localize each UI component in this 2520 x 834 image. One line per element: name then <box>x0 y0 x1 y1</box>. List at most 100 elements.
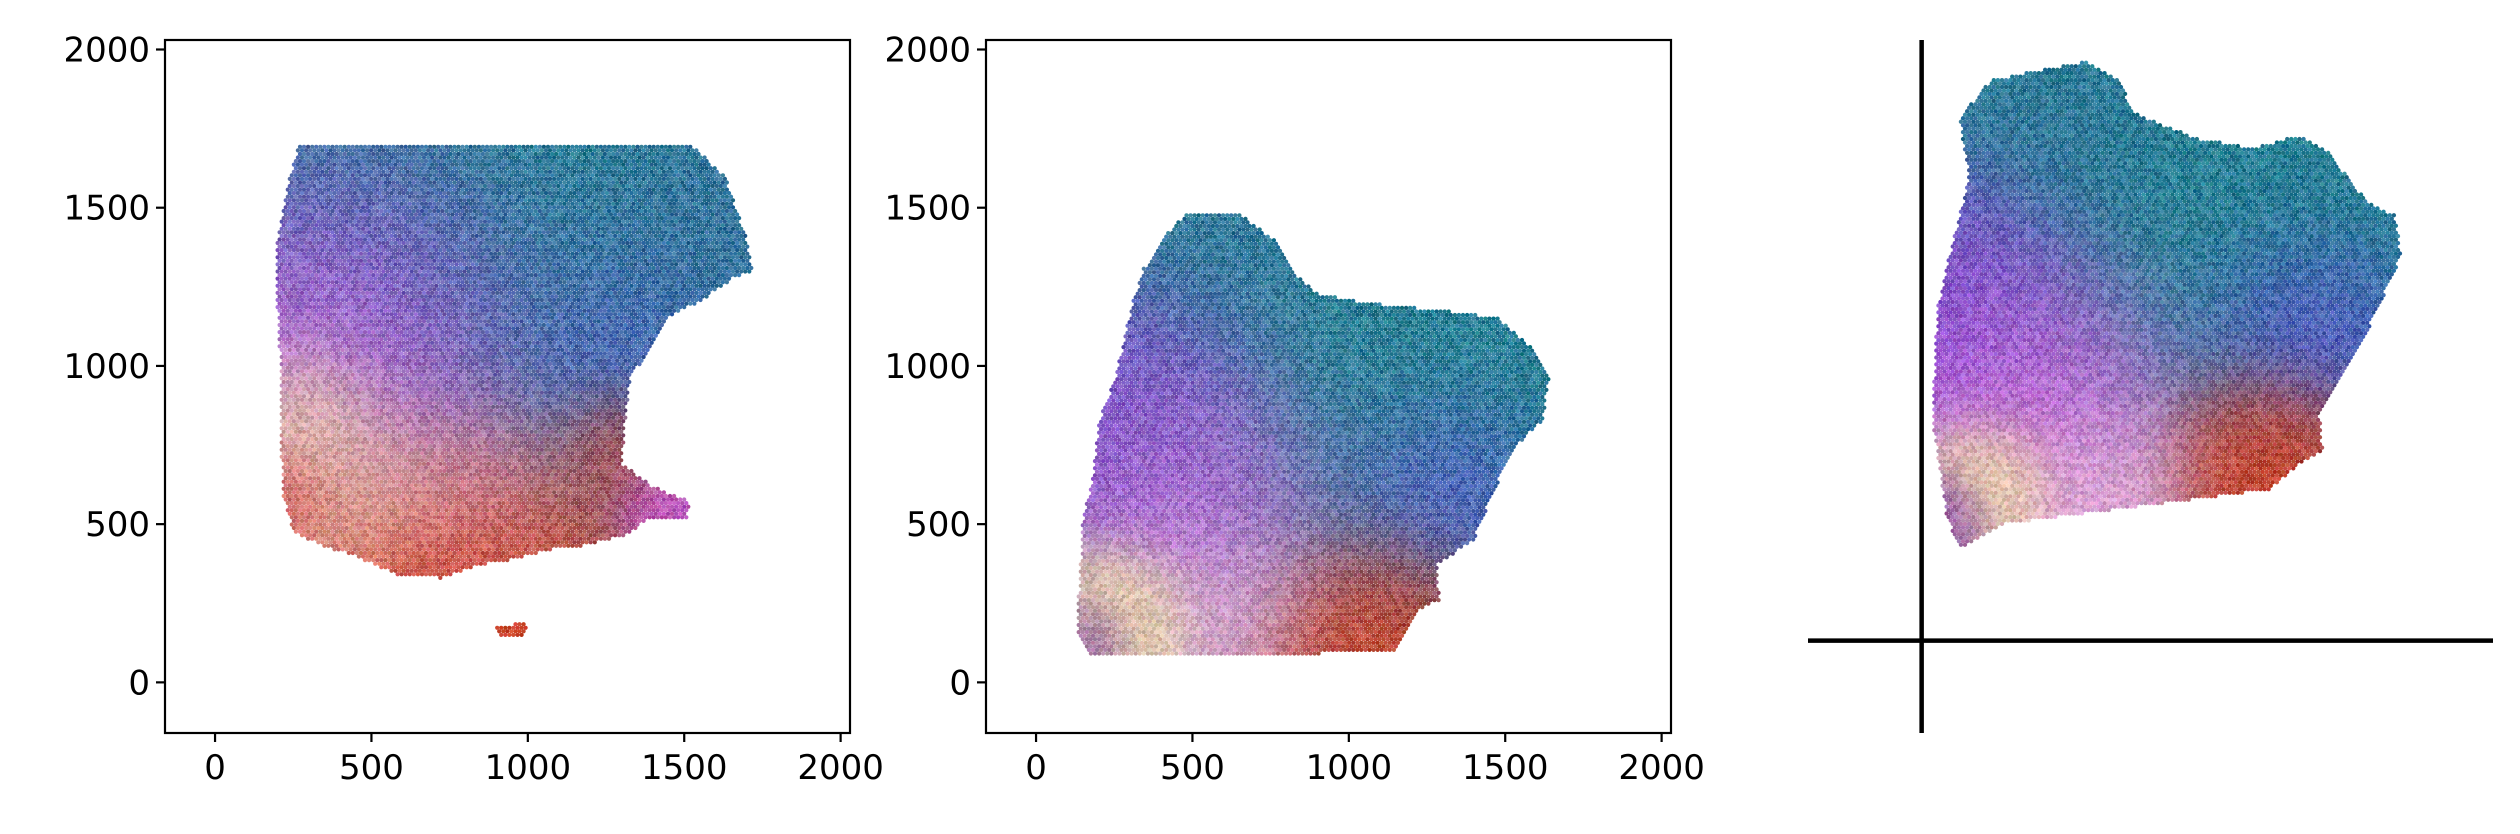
spot <box>590 386 595 392</box>
spot <box>580 419 585 424</box>
spot <box>458 533 463 538</box>
spot <box>375 522 380 527</box>
spot <box>621 525 626 531</box>
spot <box>407 415 412 420</box>
spot <box>320 533 325 538</box>
spot <box>568 518 573 524</box>
spot <box>497 522 502 527</box>
spot <box>450 568 455 573</box>
spot <box>501 408 506 413</box>
spot <box>413 540 419 545</box>
spot <box>405 483 410 488</box>
spot <box>523 376 528 381</box>
spot <box>564 461 569 467</box>
spot <box>466 376 471 381</box>
spot <box>415 365 421 370</box>
spot <box>637 511 642 516</box>
spot <box>381 490 386 495</box>
spot <box>423 386 429 392</box>
spot <box>360 426 366 431</box>
spot <box>596 525 601 531</box>
spot <box>348 518 353 524</box>
spot <box>381 461 386 467</box>
spot <box>470 554 475 559</box>
spot <box>336 504 341 509</box>
spot <box>440 493 445 499</box>
spot <box>584 476 589 481</box>
spot <box>456 529 461 534</box>
spot <box>519 540 524 545</box>
spot <box>578 415 583 420</box>
spot <box>551 461 557 467</box>
spot <box>667 500 673 506</box>
spot <box>625 511 630 516</box>
spot <box>375 358 380 363</box>
spot <box>474 490 479 495</box>
spot <box>566 472 571 477</box>
spot <box>364 454 370 459</box>
spot <box>450 533 455 538</box>
spot <box>350 536 355 541</box>
spot <box>525 358 530 363</box>
spot <box>490 554 496 559</box>
spot <box>606 358 612 363</box>
spot <box>452 522 457 527</box>
spot <box>322 386 327 392</box>
spot <box>549 415 555 420</box>
spot <box>617 404 622 410</box>
spot <box>505 436 510 442</box>
spot <box>334 408 339 413</box>
spot <box>336 518 341 524</box>
spot <box>409 525 414 531</box>
spot <box>303 525 309 531</box>
spot <box>320 483 325 488</box>
spot <box>627 515 632 520</box>
spot <box>472 436 477 442</box>
spot <box>383 351 388 356</box>
spot <box>385 540 390 545</box>
spot <box>291 511 297 516</box>
spot <box>423 493 429 499</box>
spot <box>301 472 307 477</box>
spot <box>413 547 419 552</box>
spot <box>385 397 390 402</box>
spot <box>366 365 372 370</box>
spot <box>371 365 376 370</box>
spot <box>566 500 571 506</box>
spot <box>594 415 599 420</box>
spot <box>478 476 484 481</box>
spot <box>472 408 477 413</box>
spot <box>680 515 685 520</box>
spot <box>531 533 536 538</box>
spot <box>391 472 396 477</box>
spot <box>612 419 618 424</box>
spot <box>352 419 358 424</box>
spot <box>560 397 565 402</box>
spot <box>332 419 337 424</box>
spot <box>519 533 524 538</box>
spot <box>486 397 492 402</box>
spot <box>541 500 547 506</box>
spot <box>352 547 358 552</box>
spot <box>576 483 581 488</box>
spot <box>446 426 451 431</box>
spot <box>379 493 384 499</box>
spot <box>551 490 557 495</box>
spot <box>342 472 347 477</box>
spot <box>289 415 294 420</box>
spot <box>334 415 339 420</box>
spot <box>596 533 601 538</box>
spot <box>478 447 484 452</box>
spot <box>570 500 575 506</box>
spot <box>446 554 451 559</box>
spot <box>405 490 410 495</box>
spot <box>377 369 382 374</box>
spot <box>411 493 416 499</box>
spot <box>310 379 315 385</box>
spot <box>295 376 301 381</box>
spot <box>350 379 355 385</box>
spot <box>621 397 626 402</box>
spot <box>429 426 435 431</box>
spot <box>464 550 469 556</box>
spot <box>444 493 449 499</box>
